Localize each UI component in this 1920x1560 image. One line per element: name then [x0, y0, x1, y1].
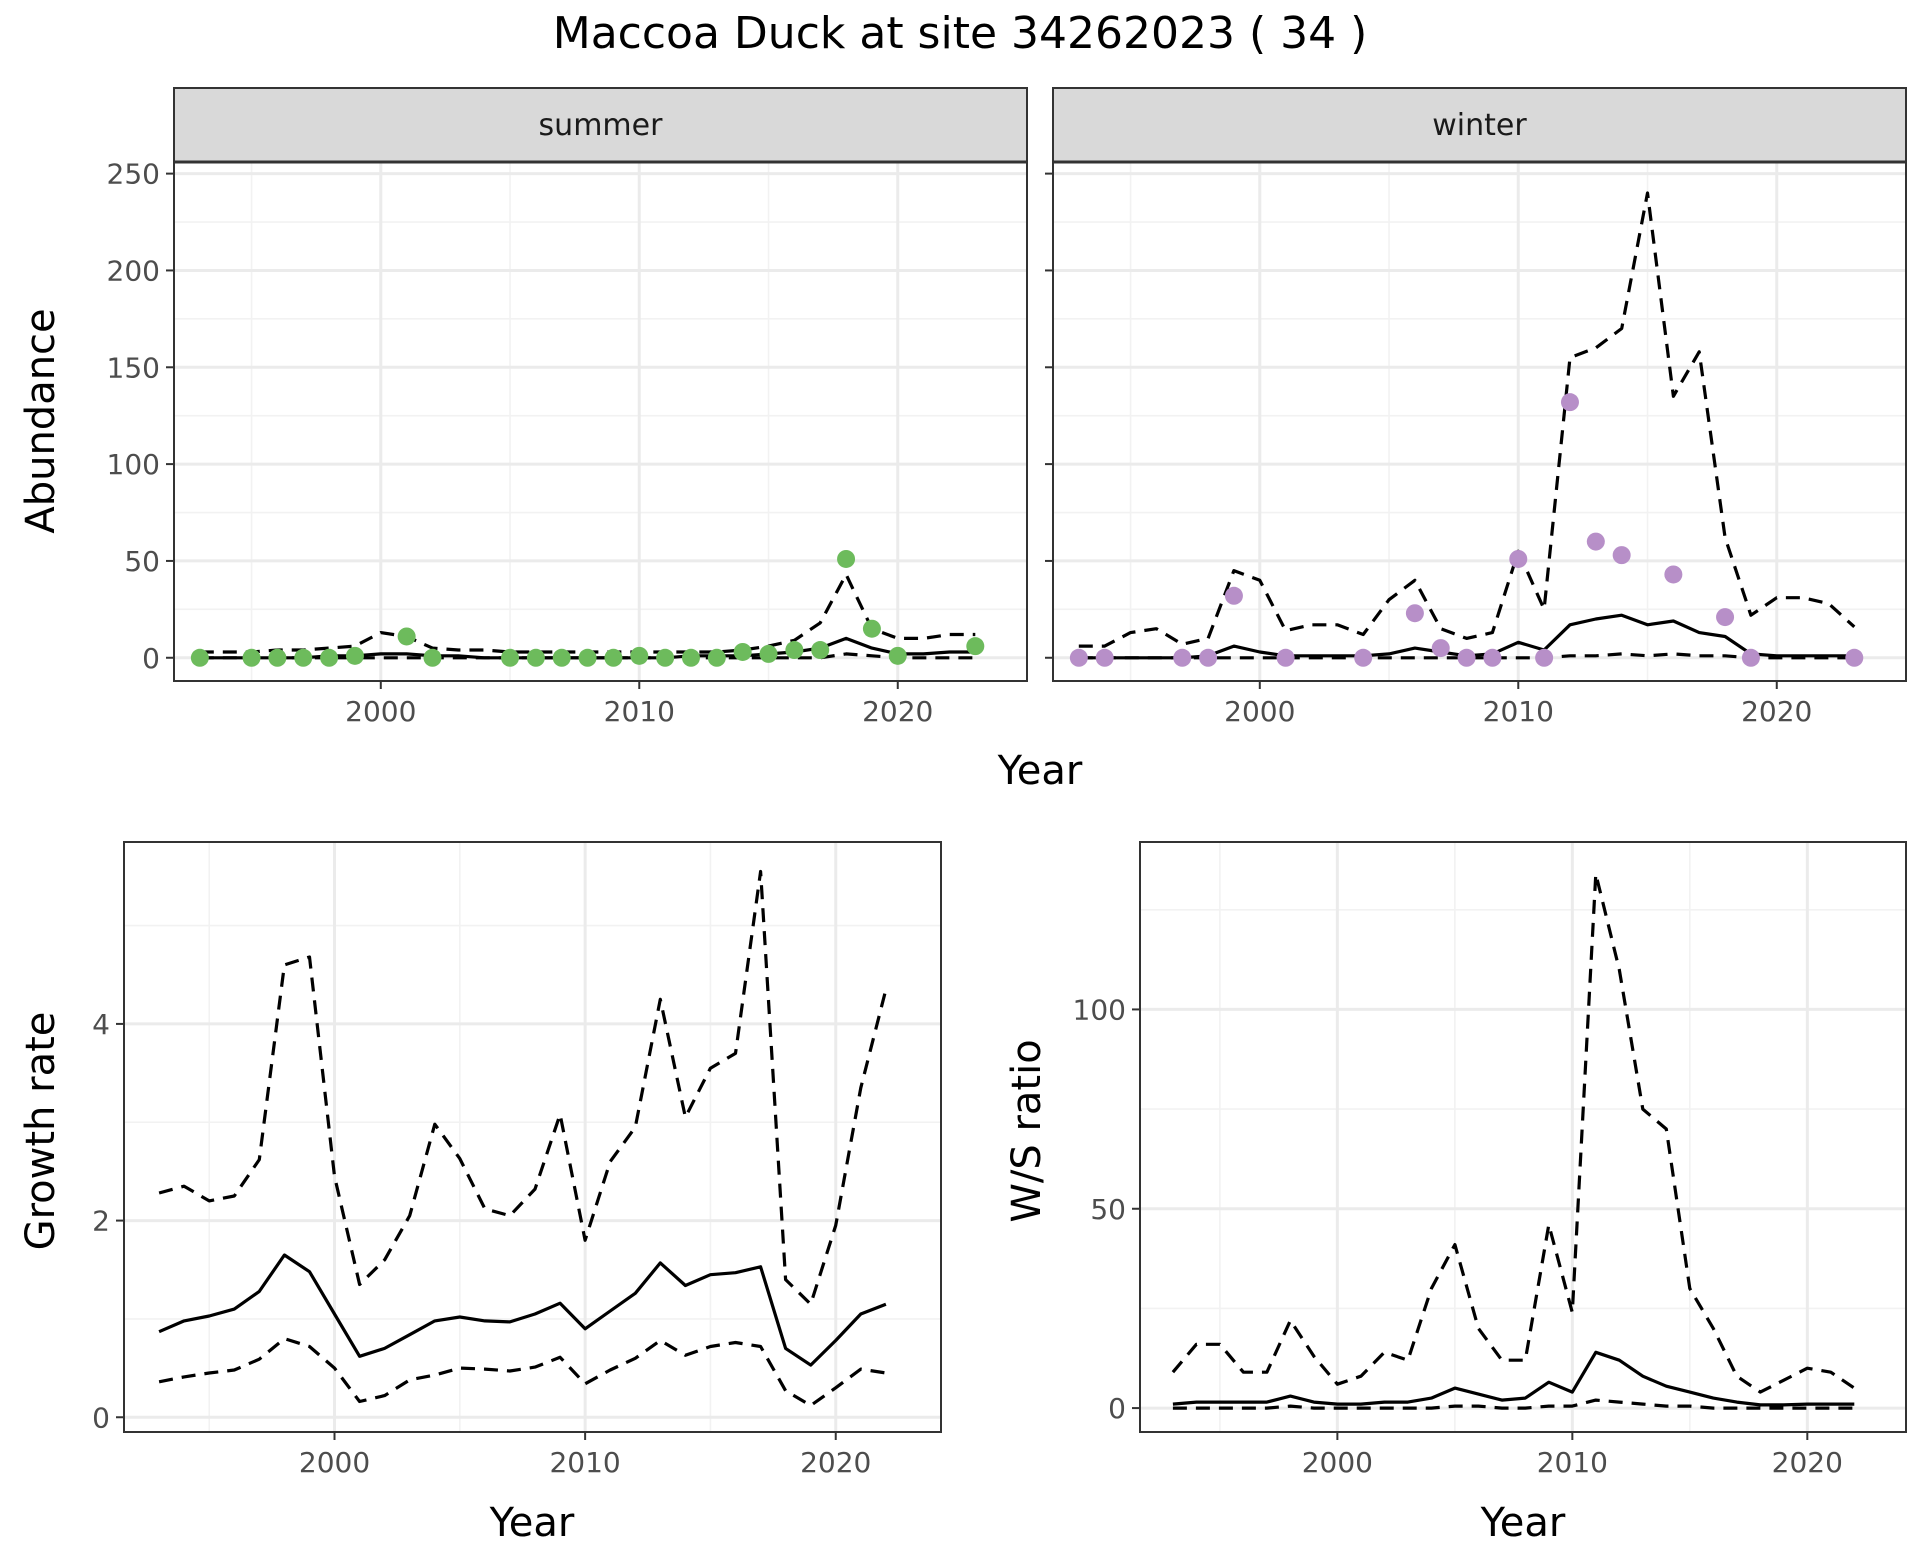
winter-data-point — [1199, 648, 1218, 667]
growth-x-axis-title: Year — [489, 1500, 575, 1546]
summer-data-point — [552, 648, 571, 667]
summer-data-point — [320, 648, 339, 667]
summer-data-point — [397, 627, 416, 646]
winter-data-point — [1845, 648, 1864, 667]
y-tick-label: 100 — [107, 448, 160, 481]
winter-data-point — [1612, 546, 1631, 565]
summer-data-point — [733, 642, 752, 661]
summer-data-point — [837, 549, 856, 568]
summer-strip — [173, 87, 1028, 163]
winter-data-point — [1224, 586, 1243, 605]
summer-strip-label: summer — [539, 108, 664, 143]
top-y-axis-title: Abundance — [18, 308, 64, 533]
winter-data-point — [1483, 648, 1502, 667]
winter-strip — [1052, 87, 1907, 163]
ws-y-axis-title: W/S ratio — [1004, 1039, 1050, 1222]
growth-rate-panel: 2000 2010 2020 0 2 4 — [92, 841, 942, 1479]
y-tick-label: 200 — [107, 254, 160, 287]
winter-data-point — [1509, 549, 1528, 568]
y-tick-label: 0 — [1108, 1392, 1126, 1425]
ws-upper-line — [1171, 872, 1856, 1394]
summer-data-point — [811, 641, 830, 660]
winter-data-point — [1716, 608, 1735, 627]
ws-ratio-panel: 2000 2010 2020 0 50 100 — [1073, 841, 1907, 1479]
summer-lower-line — [199, 652, 976, 660]
y-tick-label: 2 — [92, 1205, 110, 1238]
ws-x-axis-title: Year — [1480, 1500, 1566, 1546]
summer-data-point — [242, 648, 261, 667]
y-tick-label: 0 — [142, 642, 160, 675]
x-tick-label: 2010 — [549, 1446, 620, 1479]
summer-data-point — [707, 648, 726, 667]
growth-y-axis-title: Growth rate — [18, 1012, 64, 1251]
summer-data-point — [656, 648, 675, 667]
winter-data-point — [1173, 648, 1192, 667]
ws-panel-border — [1139, 841, 1907, 1433]
summer-data-point — [862, 619, 881, 638]
summer-data-point — [294, 648, 313, 667]
summer-data-point — [423, 648, 442, 667]
winter-data-point — [1457, 648, 1476, 667]
y-tick-label: 50 — [124, 545, 160, 578]
x-tick-label: 2020 — [1772, 1446, 1843, 1479]
winter-data-point — [1069, 648, 1088, 667]
growth-lower-line — [158, 1337, 887, 1408]
summer-data-point — [526, 648, 545, 667]
top-x-axis-title: Year — [997, 748, 1083, 794]
summer-data-point — [578, 648, 597, 667]
summer-data-point — [345, 646, 364, 665]
summer-data-point — [604, 648, 623, 667]
summer-data-point — [966, 637, 985, 656]
winter-data-point — [1405, 604, 1424, 623]
growth-upper-line — [158, 869, 888, 1306]
y-tick-label: 250 — [107, 158, 160, 191]
winter-strip-label: winter — [1432, 108, 1527, 143]
y-tick-label: 150 — [107, 351, 160, 384]
winter-panel: winter 2000 2010 2020 — [1045, 87, 1907, 728]
summer-data-point — [190, 648, 209, 667]
y-tick-label: 4 — [92, 1008, 110, 1041]
winter-data-point — [1276, 648, 1295, 667]
summer-data-point — [681, 648, 700, 667]
winter-upper-line — [1078, 191, 1856, 648]
winter-data-point — [1741, 648, 1760, 667]
y-tick-label: 100 — [1073, 993, 1126, 1026]
x-tick-label: 2000 — [1224, 695, 1295, 728]
winter-data-point — [1586, 532, 1605, 551]
winter-data-point — [1095, 648, 1114, 667]
summer-data-point — [759, 644, 778, 663]
summer-panel: summer 2000 2010 2020 0 50 100 150 200 250 — [107, 87, 1028, 728]
summer-data-point — [785, 641, 804, 660]
summer-data-point — [888, 646, 907, 665]
winter-data-point — [1560, 393, 1579, 412]
x-tick-label: 2010 — [604, 695, 675, 728]
figure-title: Maccoa Duck at site 34262023 ( 34 ) — [553, 8, 1368, 59]
y-tick-label: 0 — [92, 1401, 110, 1434]
y-tick-label: 50 — [1090, 1193, 1126, 1226]
growth-panel-border — [123, 841, 942, 1433]
summer-data-point — [501, 648, 520, 667]
x-tick-label: 2020 — [862, 695, 933, 728]
x-tick-label: 2010 — [1483, 695, 1554, 728]
x-tick-label: 2000 — [1302, 1446, 1373, 1479]
x-tick-label: 2020 — [800, 1446, 871, 1479]
x-tick-label: 2010 — [1537, 1446, 1608, 1479]
winter-lower-line — [1078, 652, 1855, 660]
summer-upper-line — [199, 572, 976, 654]
winter-data-point — [1535, 648, 1554, 667]
x-tick-label: 2000 — [299, 1446, 370, 1479]
growth-mean-line — [158, 1253, 887, 1367]
x-tick-label: 2000 — [345, 695, 416, 728]
summer-data-point — [268, 648, 287, 667]
summer-data-point — [630, 646, 649, 665]
winter-data-point — [1664, 565, 1683, 584]
x-tick-label: 2020 — [1741, 695, 1812, 728]
winter-data-point — [1354, 648, 1373, 667]
winter-data-point — [1431, 639, 1450, 658]
ws-mean-line — [1172, 1350, 1855, 1407]
